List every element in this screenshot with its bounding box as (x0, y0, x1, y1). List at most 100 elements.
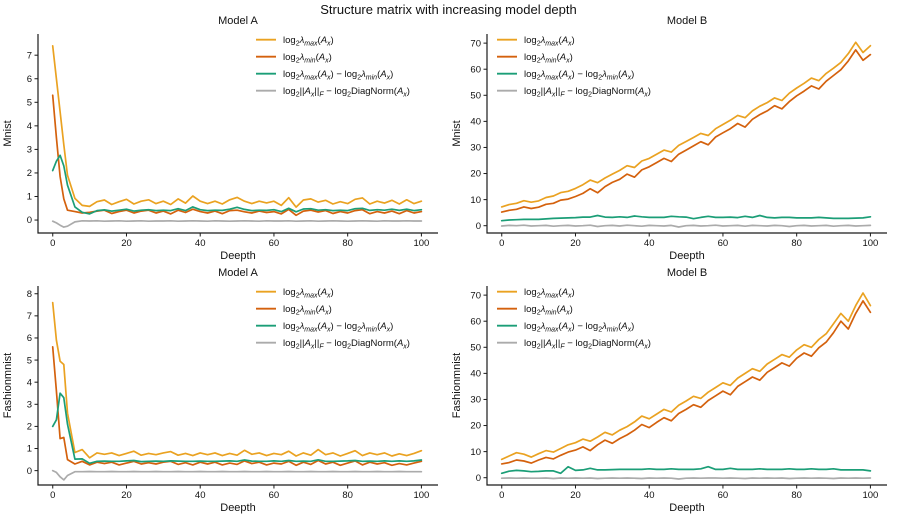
series-line-lambda_max (51, 301, 423, 459)
legend-lambda-max-label: log2λmax(Ax) (524, 287, 575, 300)
legend: log2λmax(Ax) log2λmin(Ax) log2λmax(Ax) − l… (497, 35, 651, 99)
y-tick-label: 2 (27, 422, 32, 433)
series-line-gap (51, 154, 423, 215)
subplot-fashionmnist-model-a-host: Model A 0 1 2 3 4 5 6 7 8 0 20 40 60 80 100 Deepth Fashio… (0, 264, 448, 517)
y-tick-label: 10 (470, 195, 481, 206)
x-tick-label: 40 (644, 238, 655, 249)
x-tick-label: 40 (195, 490, 206, 501)
y-tick-label: 70 (470, 38, 481, 49)
x-tick-label: 100 (413, 490, 429, 501)
x-tick-label: 0 (50, 238, 55, 249)
legend-lambda-min-label: log2λmin(Ax) (524, 304, 573, 317)
y-tick-label: 70 (470, 290, 481, 301)
legend-gap-label: log2λmax(Ax) − log2λmin(Ax) (283, 321, 393, 334)
x-tick-label: 20 (121, 490, 132, 501)
y-tick-label: 50 (470, 342, 481, 353)
y-tick-label: 7 (27, 311, 32, 322)
y-tick-label: 40 (470, 117, 481, 128)
legend-lambda-min-label: log2λmin(Ax) (524, 52, 573, 65)
y-tick-label: 60 (470, 64, 481, 75)
y-tick-label: 10 (470, 447, 481, 458)
x-axis-label: Deepth (220, 502, 255, 514)
x-axis-label: Deepth (220, 250, 255, 262)
x-tick-label: 60 (718, 490, 729, 501)
series-line-lambda_max (500, 292, 872, 461)
y-axis-label: Mnist (2, 120, 14, 146)
series-line-lambda_max (500, 41, 872, 208)
x-axis-label: Deepth (669, 250, 704, 262)
legend-lambda-max-label: log2λmax(Ax) (283, 35, 334, 48)
legend-lambda-min-label: log2λmin(Ax) (283, 304, 332, 317)
y-tick-label: 30 (470, 395, 481, 406)
y-tick-label: 5 (27, 355, 32, 366)
subplot-title: Model A (218, 15, 258, 27)
y-tick-label: 5 (27, 97, 32, 108)
y-tick-label: 7 (27, 50, 32, 61)
subplot-title: Model B (667, 15, 707, 27)
y-tick-label: 30 (470, 143, 481, 154)
axis-spines (37, 286, 438, 486)
x-tick-label: 40 (195, 238, 206, 249)
y-tick-label: 4 (27, 121, 32, 132)
y-tick-label: 1 (27, 192, 32, 203)
series-line-norm_diff (51, 469, 423, 481)
axis-spines (486, 34, 887, 234)
x-tick-label: 100 (862, 238, 878, 249)
legend: log2λmax(Ax) log2λmin(Ax) log2λmax(Ax) − l… (256, 35, 410, 99)
y-tick-label: 20 (470, 169, 481, 180)
subplot-mnist-model-b: Model B 0 10 20 30 40 50 60 70 0 20 40 60 80 100 Deepth… (451, 15, 887, 262)
y-tick-label: 0 (476, 221, 481, 232)
x-tick-label: 20 (570, 490, 581, 501)
y-tick-label: 4 (27, 377, 32, 388)
y-axis-label: Mnist (451, 120, 463, 146)
x-tick-label: 0 (50, 490, 55, 501)
series-line-lambda_min (500, 300, 872, 465)
legend-norm-diff-label: log2||Ax||F − log2DiagNorm(Ax) (524, 338, 651, 351)
y-tick-label: 60 (470, 316, 481, 327)
x-tick-label: 80 (791, 238, 802, 249)
subplot-mnist-model-a: Model A 0 1 2 3 4 5 6 7 0 20 40 60 80 100 Deepth Mnist lo… (2, 15, 438, 262)
y-tick-label: 0 (27, 466, 32, 477)
x-tick-label: 100 (862, 490, 878, 501)
legend-norm-diff-label: log2||Ax||F − log2DiagNorm(Ax) (283, 86, 410, 99)
x-tick-label: 40 (644, 490, 655, 501)
y-tick-label: 8 (27, 289, 32, 300)
y-tick-label: 3 (27, 399, 32, 410)
y-tick-label: 50 (470, 90, 481, 101)
x-tick-label: 80 (342, 238, 353, 249)
series-line-norm_diff (51, 219, 423, 228)
legend-gap-label: log2λmax(Ax) − log2λmin(Ax) (283, 69, 393, 82)
series-line-norm_diff (500, 224, 872, 228)
y-tick-label: 6 (27, 333, 32, 344)
subplot-mnist-model-a-host: Model A 0 1 2 3 4 5 6 7 0 20 40 60 80 100 Deepth Mnist lo… (0, 12, 448, 265)
series-line-lambda_min (500, 49, 872, 213)
legend-lambda-max-label: log2λmax(Ax) (283, 287, 334, 300)
legend-gap-label: log2λmax(Ax) − log2λmin(Ax) (524, 321, 634, 334)
legend-lambda-max-label: log2λmax(Ax) (524, 35, 575, 48)
x-tick-label: 80 (342, 490, 353, 501)
figure-title: Structure matrix with increasing model d… (320, 2, 577, 17)
series-line-lambda_max (51, 44, 423, 208)
x-tick-label: 20 (121, 238, 132, 249)
legend: log2λmax(Ax) log2λmin(Ax) log2λmax(Ax) − l… (497, 287, 651, 351)
x-axis-label: Deepth (669, 502, 704, 514)
x-tick-label: 60 (269, 238, 280, 249)
legend-norm-diff-label: log2||Ax||F − log2DiagNorm(Ax) (283, 338, 410, 351)
y-tick-label: 6 (27, 74, 32, 85)
y-axis-label: Fashionmnist (2, 353, 14, 418)
y-tick-label: 0 (476, 473, 481, 484)
y-tick-label: 20 (470, 421, 481, 432)
subplot-fashionmnist-model-b: Model B 0 10 20 30 40 50 60 70 0 20 40 60 80 100 Deepth… (451, 267, 887, 514)
y-tick-label: 40 (470, 369, 481, 380)
axis-spines (486, 286, 887, 486)
series-line-lambda_min (51, 345, 423, 467)
y-tick-label: 3 (27, 145, 32, 156)
series-line-norm_diff (500, 477, 872, 480)
axis-spines (37, 34, 438, 234)
x-tick-label: 60 (269, 490, 280, 501)
y-tick-label: 2 (27, 168, 32, 179)
x-tick-label: 20 (570, 238, 581, 249)
x-tick-label: 80 (791, 490, 802, 501)
